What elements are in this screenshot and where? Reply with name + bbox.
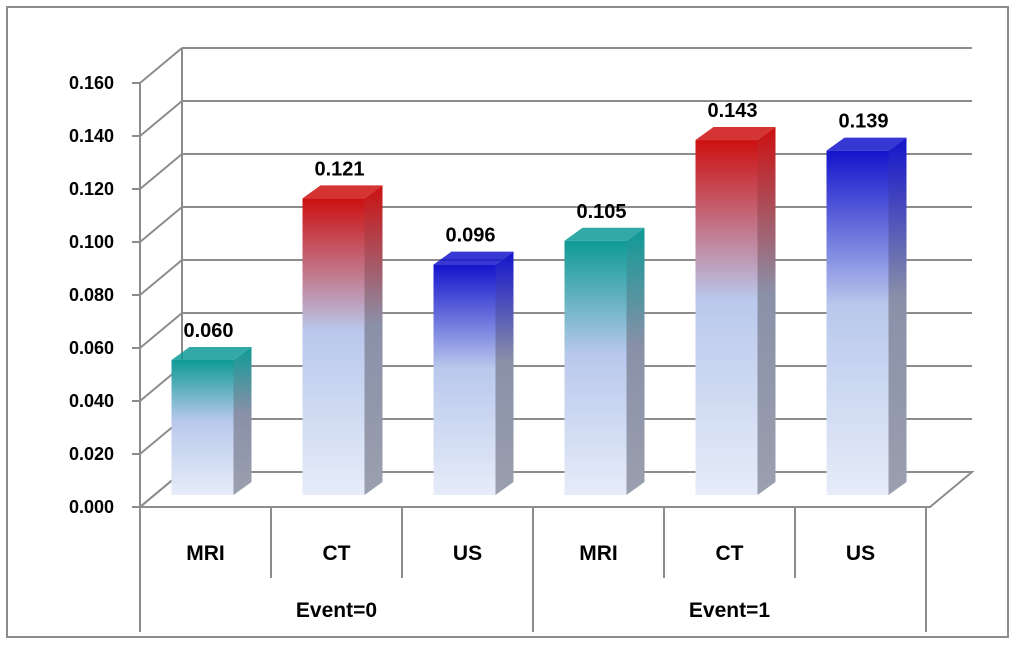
gridline-diagonal xyxy=(139,312,183,349)
y-tick-label: 0.000 xyxy=(69,497,114,517)
bar-front xyxy=(695,140,758,496)
group-label: Event=0 xyxy=(296,599,377,622)
bar-front xyxy=(826,150,889,495)
bar-front xyxy=(433,264,496,495)
y-tick-label: 0.060 xyxy=(69,338,114,358)
x-tick-label: MRI xyxy=(579,542,618,565)
y-tick-label: 0.040 xyxy=(69,391,114,411)
x-tick-label: CT xyxy=(323,542,351,565)
bar-side xyxy=(626,227,645,495)
bar-front xyxy=(564,240,627,495)
bar-side xyxy=(364,185,383,495)
bar-us-event1 xyxy=(826,137,907,495)
x-tick-label: US xyxy=(453,542,482,565)
y-tick-label: 0.020 xyxy=(69,444,114,464)
bar-front xyxy=(171,360,234,495)
data-label: 0.143 xyxy=(707,100,757,122)
bar-ct-event0 xyxy=(302,185,383,495)
data-label: 0.105 xyxy=(576,201,626,223)
x-tick-label: US xyxy=(846,542,875,565)
gridline-diagonal xyxy=(139,100,183,137)
gridline-diagonal xyxy=(139,153,183,190)
bar-ct-event1 xyxy=(695,127,776,496)
bar-front xyxy=(302,198,365,495)
y-tick-label: 0.100 xyxy=(69,232,114,252)
x-tick-label: MRI xyxy=(186,542,225,565)
bar-side xyxy=(495,251,514,495)
bar-top xyxy=(302,185,383,199)
gridline-diagonal xyxy=(139,47,183,84)
y-tick-label: 0.160 xyxy=(69,73,114,93)
bar-mri-event1 xyxy=(564,227,645,495)
bar-top xyxy=(433,251,514,265)
bar-top xyxy=(695,127,776,141)
y-tick-label: 0.140 xyxy=(69,126,114,146)
x-tick-label: CT xyxy=(716,542,744,565)
bar-top xyxy=(171,347,252,360)
x-axis xyxy=(139,506,927,632)
bar-side xyxy=(233,347,252,495)
data-label: 0.139 xyxy=(838,111,888,133)
data-label: 0.121 xyxy=(314,158,364,180)
data-label: 0.096 xyxy=(445,225,495,247)
gridline-diagonal xyxy=(139,206,183,243)
group-label: Event=1 xyxy=(689,599,770,622)
data-label: 0.060 xyxy=(183,320,233,342)
gridline-diagonal xyxy=(139,259,183,296)
bar-top xyxy=(564,227,645,241)
bar-us-event0 xyxy=(433,251,514,495)
bar-mri-event0 xyxy=(171,347,252,495)
bar-top xyxy=(826,137,907,151)
bar-side xyxy=(757,127,776,496)
bar-side xyxy=(888,137,907,495)
y-tick-label: 0.120 xyxy=(69,179,114,199)
y-tick-label: 0.080 xyxy=(69,285,114,305)
